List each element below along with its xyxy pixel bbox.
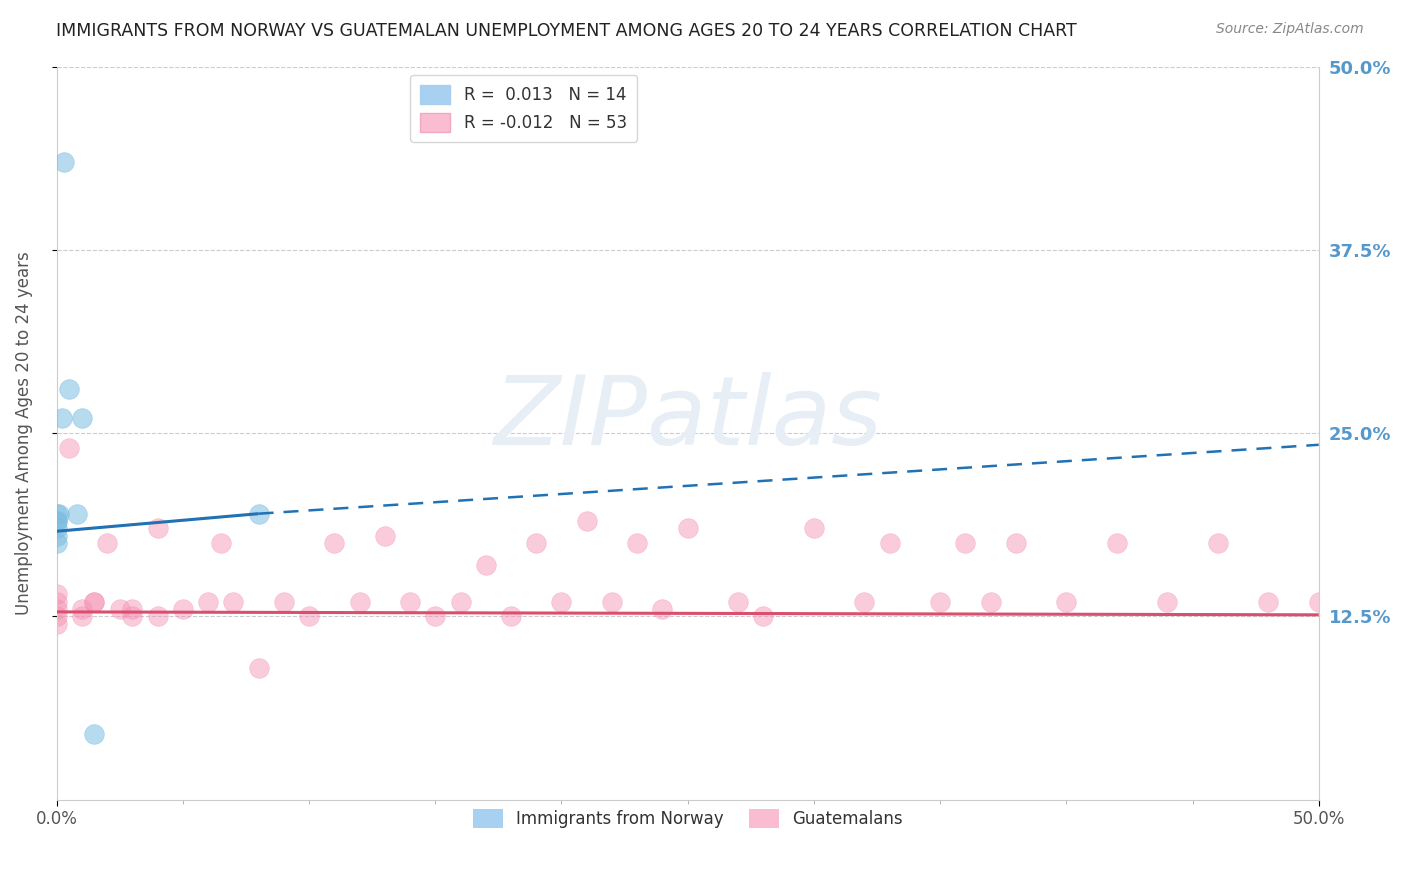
Point [45, 514, 67, 528]
Point [70, 411, 93, 425]
Point [1257, 594, 1279, 608]
Point [374, 529, 396, 543]
Point [853, 594, 876, 608]
Point [45, 514, 67, 528]
Point [1206, 536, 1229, 550]
Point [48, 507, 70, 521]
Point [121, 602, 143, 616]
Point [209, 536, 232, 550]
Point [222, 594, 245, 608]
Point [247, 660, 270, 674]
Point [172, 602, 194, 616]
Point [879, 536, 901, 550]
Point [474, 558, 496, 572]
Point [58, 441, 80, 455]
Point [651, 602, 673, 616]
Point [1105, 536, 1128, 550]
Point [575, 514, 598, 528]
Point [727, 594, 749, 608]
Point [45, 536, 67, 550]
Text: IMMIGRANTS FROM NORWAY VS GUATEMALAN UNEMPLOYMENT AMONG AGES 20 TO 24 YEARS CORR: IMMIGRANTS FROM NORWAY VS GUATEMALAN UNE… [56, 22, 1077, 40]
Legend: Immigrants from Norway, Guatemalans: Immigrants from Norway, Guatemalans [465, 803, 910, 835]
Point [96, 536, 118, 550]
Point [298, 609, 321, 624]
Point [197, 594, 219, 608]
Y-axis label: Unemployment Among Ages 20 to 24 years: Unemployment Among Ages 20 to 24 years [15, 252, 32, 615]
Point [955, 536, 977, 550]
Point [45, 587, 67, 601]
Point [1308, 594, 1330, 608]
Point [676, 521, 699, 535]
Point [45, 616, 67, 631]
Point [1005, 536, 1028, 550]
Point [51, 411, 73, 425]
Text: ZIPatlas: ZIPatlas [494, 372, 882, 465]
Text: Source: ZipAtlas.com: Source: ZipAtlas.com [1216, 22, 1364, 37]
Point [247, 507, 270, 521]
Point [1054, 594, 1077, 608]
Point [45, 521, 67, 535]
Point [45, 602, 67, 616]
Point [108, 602, 131, 616]
Point [349, 594, 371, 608]
Point [83, 594, 105, 608]
Point [66, 507, 89, 521]
Point [803, 521, 825, 535]
Point [58, 382, 80, 396]
Point [600, 594, 623, 608]
Point [399, 594, 422, 608]
Point [45, 594, 67, 608]
Point [499, 609, 522, 624]
Point [752, 609, 775, 624]
Point [45, 529, 67, 543]
Point [450, 594, 472, 608]
Point [146, 521, 169, 535]
Point [45, 507, 67, 521]
Point [83, 726, 105, 740]
Point [53, 154, 76, 169]
Point [273, 594, 295, 608]
Point [70, 602, 93, 616]
Point [524, 536, 547, 550]
Point [45, 609, 67, 624]
Point [70, 609, 93, 624]
Point [83, 594, 105, 608]
Point [929, 594, 952, 608]
Point [980, 594, 1002, 608]
Point [146, 609, 169, 624]
Point [425, 609, 447, 624]
Point [1156, 594, 1178, 608]
Point [121, 609, 143, 624]
Point [626, 536, 648, 550]
Point [550, 594, 572, 608]
Point [323, 536, 346, 550]
